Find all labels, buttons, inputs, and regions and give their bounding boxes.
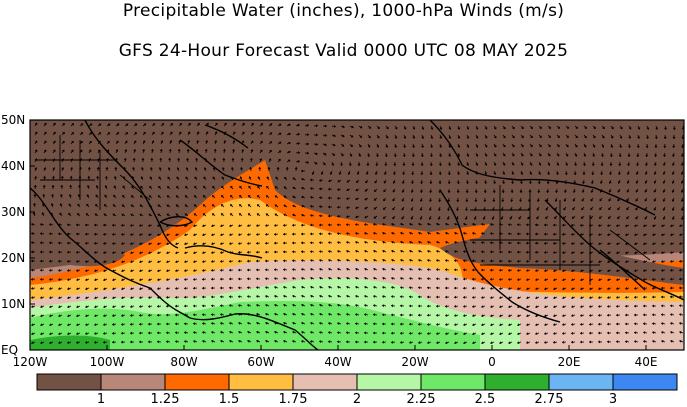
colorbar-swatch [356, 373, 422, 391]
lat-label: 40N [1, 159, 26, 173]
lon-label: 0 [488, 355, 496, 369]
dry-mexico-region [60, 244, 125, 267]
colorbar-label: 2.25 [406, 392, 436, 407]
lon-label: 20E [557, 355, 581, 369]
colorbar-label: 1.75 [278, 392, 308, 407]
colorbar-swatch [100, 373, 166, 391]
colorbar-label: 1.5 [218, 392, 240, 407]
colorbar-swatch [292, 373, 358, 391]
colorbar-label: 2.5 [474, 392, 496, 407]
lon-label: 20W [401, 355, 429, 369]
colorbar-swatch [484, 373, 550, 391]
colorbar-swatch [164, 373, 230, 391]
lat-label: 10N [1, 297, 26, 311]
colorbar [36, 373, 678, 391]
map-subtitle: GFS 24-Hour Forecast Valid 0000 UTC 08 M… [118, 41, 569, 61]
lat-label: 20N [1, 251, 26, 265]
map-plot-area [30, 120, 684, 350]
map-title: Precipitable Water (inches), 1000-hPa Wi… [122, 1, 565, 21]
colorbar-label: 2.75 [534, 392, 564, 407]
colorbar-swatch [36, 373, 102, 391]
pw-band-2.75 [30, 335, 110, 350]
colorbar-swatch [548, 373, 614, 391]
colorbar-label: 2 [352, 392, 362, 407]
colorbar-label: 3 [608, 392, 618, 407]
lon-label: 40W [324, 355, 352, 369]
colorbar-label: 1 [96, 392, 106, 407]
colorbar-label: 1.25 [150, 392, 180, 407]
lon-label: 60W [247, 355, 275, 369]
lon-label: 100W [89, 355, 125, 369]
lon-label: 40E [634, 355, 658, 369]
map-frame [29, 119, 685, 351]
lat-label: 50N [1, 113, 26, 127]
political-borders [35, 135, 651, 285]
lat-label: 30N [1, 205, 26, 219]
coastlines [30, 120, 684, 350]
dry-sahara-region [440, 235, 684, 285]
lon-label: 80W [170, 355, 198, 369]
wind-vectors [30, 122, 684, 344]
lon-label: 120W [12, 355, 48, 369]
pw-band-2.5 [30, 301, 480, 350]
lat-label: EQ [1, 343, 19, 357]
axis-ticks [29, 119, 647, 351]
colorbar-swatch [228, 373, 294, 391]
colorbar-swatch [420, 373, 486, 391]
colorbar-swatch [612, 373, 678, 391]
